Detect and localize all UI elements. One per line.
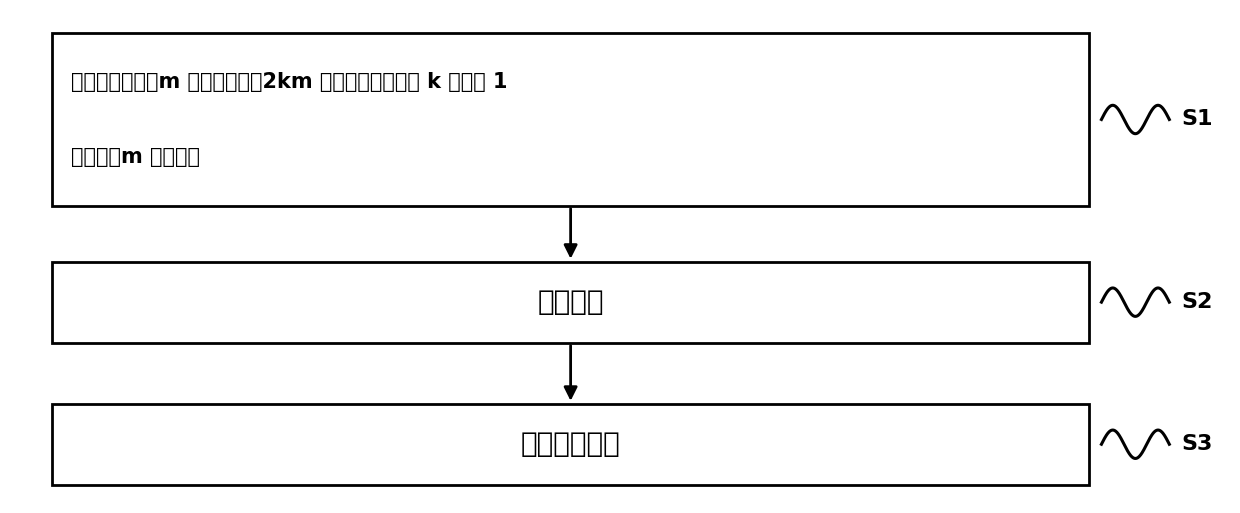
- Text: S3: S3: [1182, 434, 1213, 454]
- Bar: [52, 404, 1089, 485]
- Bar: [52, 262, 1089, 343]
- Text: 定义电机的相，m 为电机相数，2km 为电机槽数，其中 k 为大于 1: 定义电机的相，m 为电机相数，2km 为电机槽数，其中 k 为大于 1: [71, 71, 507, 91]
- Text: S1: S1: [1182, 109, 1213, 129]
- Text: 的整数，m 为偶数；: 的整数，m 为偶数；: [71, 147, 200, 167]
- Text: S2: S2: [1182, 292, 1213, 312]
- Bar: [52, 33, 1089, 206]
- Text: 绕组重构: 绕组重构: [537, 288, 604, 316]
- Text: 绕组重构结束: 绕组重构结束: [521, 430, 620, 458]
